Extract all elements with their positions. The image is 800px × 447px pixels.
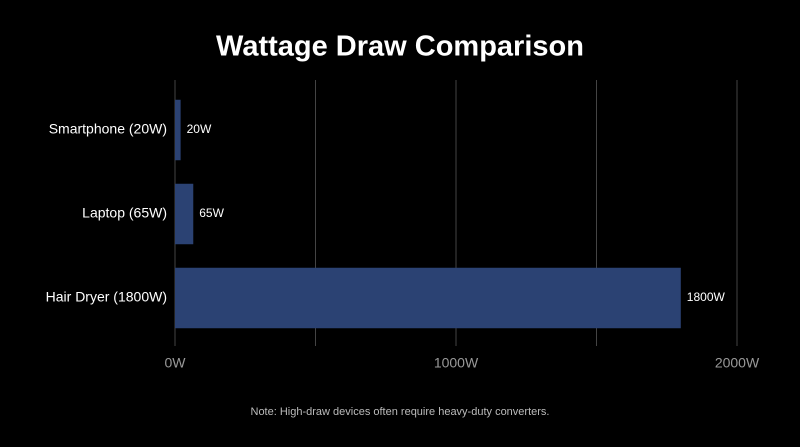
chart-title: Wattage Draw Comparison xyxy=(216,31,584,63)
bar xyxy=(175,99,181,161)
x-tick-label: 2000W xyxy=(715,355,760,371)
x-tick-label: 0W xyxy=(165,355,187,371)
value-label: 20W xyxy=(187,122,212,136)
chart-note: Note: High-draw devices often require he… xyxy=(251,406,550,418)
x-tick-label: 1000W xyxy=(434,355,479,371)
y-tick-label: Laptop (65W) xyxy=(82,205,167,221)
y-tick-label: Smartphone (20W) xyxy=(49,121,167,137)
value-label: 1800W xyxy=(687,290,726,304)
bar xyxy=(175,267,681,329)
value-label: 65W xyxy=(199,206,224,220)
y-tick-label: Hair Dryer (1800W) xyxy=(46,289,167,305)
bar xyxy=(175,183,194,245)
